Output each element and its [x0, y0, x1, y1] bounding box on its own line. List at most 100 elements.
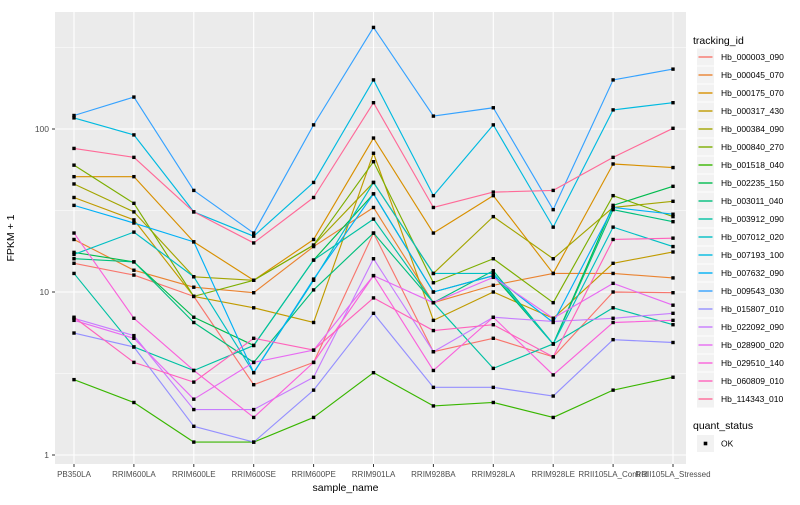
data-point: [551, 415, 555, 420]
legend-label: Hb_000175_070: [721, 88, 784, 98]
legend-item: Hb_002235_150: [697, 174, 784, 192]
data-point: [371, 370, 376, 375]
data-point: [311, 360, 316, 365]
data-point: [371, 78, 376, 82]
legend-item: Hb_003011_040: [697, 192, 784, 210]
data-point: [72, 203, 76, 208]
data-point: [491, 290, 495, 294]
legend-label: Hb_007193_100: [721, 250, 784, 260]
data-point: [132, 268, 136, 272]
axis-ticks: [52, 128, 674, 467]
data-point: [671, 236, 675, 240]
data-point: [611, 271, 615, 276]
legend-item: Hb_028900_020: [697, 336, 784, 354]
legend-item: Hb_000175_070: [697, 84, 784, 102]
data-point: [371, 231, 376, 235]
data-point: [132, 133, 136, 137]
data-point: [72, 237, 76, 242]
data-point: [491, 366, 495, 371]
legend-label: Hb_009543_030: [721, 286, 784, 296]
data-point: [252, 415, 256, 420]
data-point: [551, 319, 555, 324]
legend-label: Hb_015807_010: [721, 304, 784, 314]
data-point: [252, 231, 256, 235]
data-point: [551, 394, 555, 398]
x-tick-label: RRIM600LA: [112, 470, 156, 479]
data-point: [252, 370, 256, 375]
data-point: [252, 306, 256, 310]
tick-labels: 1 10 100 PB350LA RRIM600LA RRIM600LE RRIM600SE…: [35, 124, 711, 479]
legend-item: Hb_000840_270: [697, 138, 784, 156]
legend-item: Hb_000384_090: [697, 120, 784, 138]
data-point: [252, 440, 256, 444]
data-point: [611, 193, 615, 198]
data-point: [311, 320, 316, 325]
data-point: [551, 316, 555, 320]
legend-tracking-id: tracking_id Hb_000003_090 Hb_000045_070 Hb_…: [693, 35, 784, 408]
data-point: [431, 231, 436, 235]
data-point: [371, 217, 376, 221]
legend-label: Hb_000045_070: [721, 70, 784, 80]
data-point: [671, 276, 675, 280]
legend-item: Hb_007012_020: [697, 228, 784, 246]
data-point: [72, 113, 76, 118]
data-point: [611, 281, 615, 286]
data-point: [192, 315, 196, 319]
data-point: [72, 257, 76, 261]
legend-label: Hb_000840_270: [721, 142, 784, 152]
x-tick-label: RRIM928LA: [472, 470, 516, 479]
data-point: [431, 114, 436, 118]
legend-item: Hb_000045_070: [697, 66, 784, 84]
data-point: [371, 273, 376, 278]
data-point: [132, 336, 136, 340]
data-point: [671, 311, 675, 316]
data-point: [132, 360, 136, 365]
x-tick-label: RRIM928BA: [411, 470, 456, 479]
legend-item: Hb_007632_090: [697, 264, 784, 282]
data-point: [431, 205, 436, 210]
data-points: [72, 25, 675, 444]
data-point: [252, 234, 256, 238]
data-point: [371, 180, 376, 185]
legend-item: Hb_001518_040: [697, 156, 784, 174]
data-point: [551, 300, 555, 305]
x-tick-label: RRIM600SE: [231, 470, 275, 479]
data-point: [551, 257, 555, 261]
data-point: [671, 184, 675, 189]
legend-label: Hb_003011_040: [721, 196, 784, 206]
data-point: [671, 126, 675, 130]
x-tick-label: RRII105LA_Stressed: [635, 470, 710, 479]
data-point: [491, 385, 495, 390]
data-point: [132, 273, 136, 277]
data-point: [252, 241, 256, 245]
data-point: [371, 296, 376, 300]
data-point: [491, 315, 495, 319]
legend-label: Hb_003912_090: [721, 214, 784, 224]
data-point: [311, 123, 316, 127]
legend-label: Hb_000003_090: [721, 52, 784, 62]
data-point: [371, 25, 376, 30]
data-point: [311, 288, 316, 292]
legend2-title: quant_status: [693, 420, 753, 432]
data-point: [431, 404, 436, 408]
data-point: [311, 375, 316, 379]
data-point: [491, 214, 495, 219]
legend-label: Hb_007632_090: [721, 268, 784, 278]
data-point: [371, 311, 376, 316]
data-point: [252, 407, 256, 412]
data-point: [671, 212, 675, 216]
data-point: [611, 237, 615, 242]
data-point: [72, 315, 76, 319]
data-point: [72, 318, 76, 323]
legend-quant-status: quant_status OK: [693, 420, 753, 452]
data-point: [611, 316, 615, 320]
data-point: [551, 373, 555, 377]
x-tick-label: RRIM600LE: [172, 470, 216, 479]
legend-item: Hb_114343_010: [697, 390, 784, 408]
legend-label: Hb_114343_010: [721, 394, 784, 404]
data-point: [311, 180, 316, 185]
data-point: [252, 336, 256, 340]
y-axis-title: FPKM + 1: [5, 214, 17, 261]
legend-item: Hb_060809_010: [697, 372, 784, 390]
